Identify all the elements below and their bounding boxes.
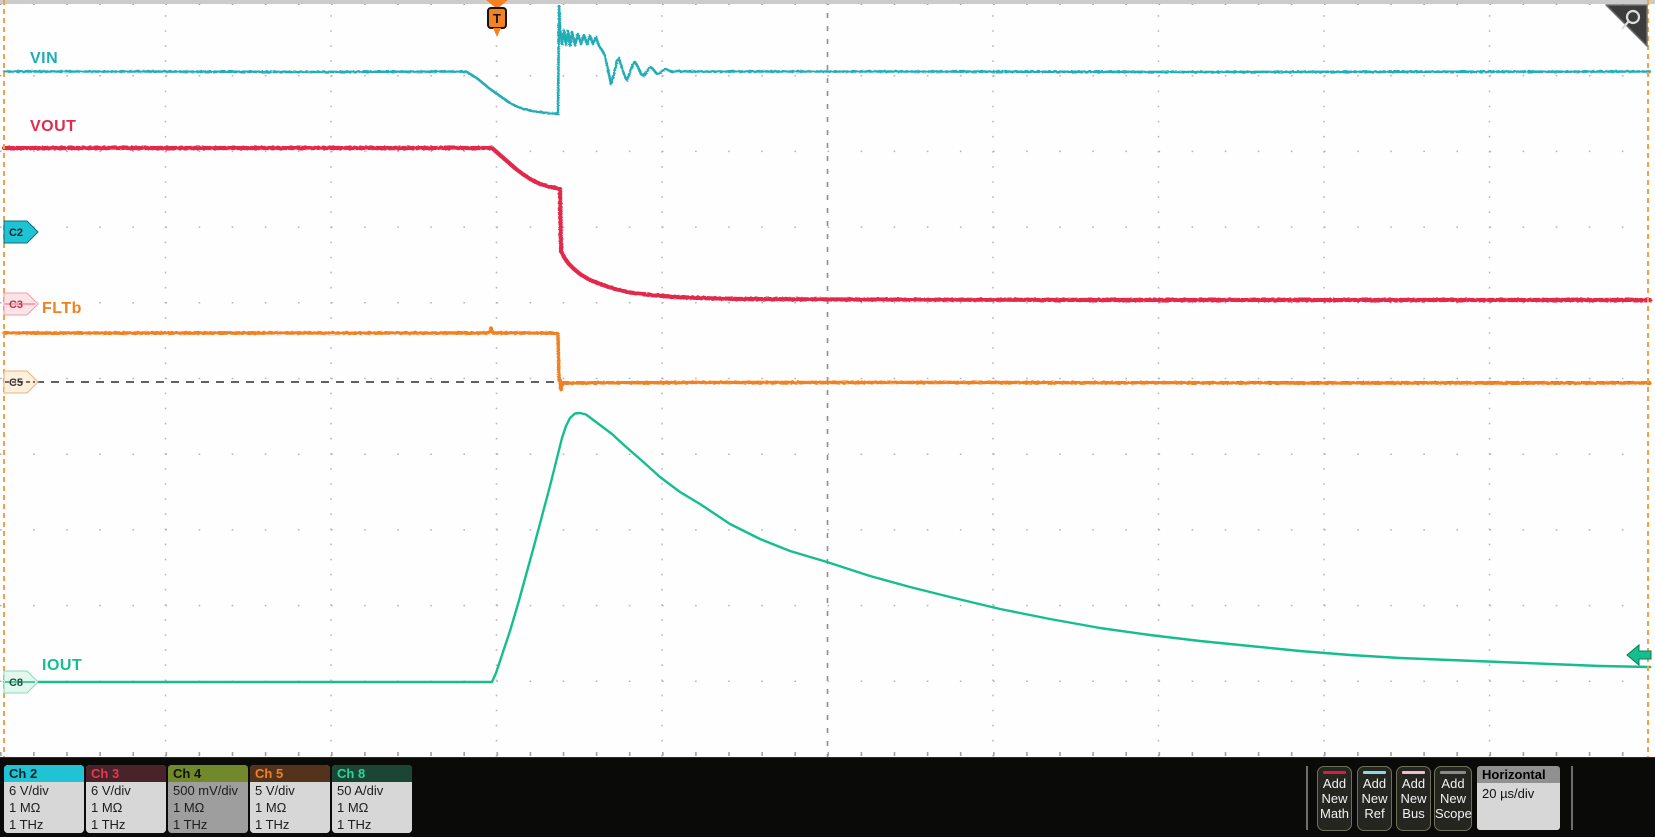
channel-bandwidth: 1 THz (4, 816, 84, 833)
channel-impedance: 1 MΩ (4, 799, 84, 816)
waveform-canvas (0, 0, 1655, 757)
horizontal-title: Horizontal (1477, 766, 1560, 783)
magnifier-icon (1621, 9, 1641, 30)
channel-scale: 6 V/div (86, 782, 166, 799)
channel-scale: 500 mV/div (168, 782, 248, 799)
horizontal-settings-badge[interactable]: Horizontal 20 µs/div (1477, 766, 1560, 830)
svg-text:C8: C8 (9, 677, 23, 689)
channel-ref-handle-c2[interactable]: C2 (3, 220, 40, 244)
channel-badge-title: Ch 2 (4, 765, 84, 782)
add-new-ref-button[interactable]: Add New Ref (1357, 766, 1392, 831)
scope-accent-line (1440, 771, 1466, 774)
add-new-bus-button[interactable]: Add New Bus (1396, 766, 1431, 831)
channel-impedance: 1 MΩ (168, 799, 248, 816)
channel-ref-handle-c3[interactable]: C3 (3, 292, 40, 316)
fltb-trace-label: FLTb (42, 300, 82, 317)
channel-badge-ch5[interactable]: Ch 5 5 V/div 1 MΩ 1 THz (250, 765, 330, 833)
graticule-grid (0, 0, 1655, 757)
waveform-view: VIN VOUT FLTb IOUT C2 C3 C5 C8 (0, 0, 1655, 757)
bus-accent-line (1402, 771, 1425, 774)
svg-text:T: T (493, 11, 501, 26)
channel-impedance: 1 MΩ (332, 799, 412, 816)
channel-badge-title: Ch 8 (332, 765, 412, 782)
view-right-edge-marker (1647, 0, 1649, 757)
graticule-top-border (0, 0, 1655, 4)
horizontal-scale: 20 µs/div (1477, 783, 1560, 830)
channel-bandwidth: 1 THz (332, 816, 412, 833)
channel-scale: 6 V/div (4, 782, 84, 799)
channel-badge-ch2[interactable]: Ch 2 6 V/div 1 MΩ 1 THz (4, 765, 84, 833)
channel-badge-ch8[interactable]: Ch 8 50 A/div 1 MΩ 1 THz (332, 765, 412, 833)
channel-impedance: 1 MΩ (86, 799, 166, 816)
fltb-trace (2, 326, 1652, 392)
channel-badge-title: Ch 4 (168, 765, 248, 782)
channel-badge-ch3[interactable]: Ch 3 6 V/div 1 MΩ 1 THz (86, 765, 166, 833)
svg-text:C5: C5 (9, 377, 23, 389)
channel-bandwidth: 1 THz (168, 816, 248, 833)
ref-accent-line (1363, 771, 1386, 774)
svg-text:C2: C2 (9, 227, 23, 239)
channel-scale: 5 V/div (250, 782, 330, 799)
bar-separator (1571, 766, 1573, 830)
c8-level-arrow-icon[interactable] (1625, 642, 1653, 668)
vout-trace-label: VOUT (30, 118, 77, 135)
vout-trace (1, 145, 1653, 303)
trigger-position-marker[interactable]: T (484, 0, 510, 40)
math-accent-line (1323, 771, 1346, 774)
add-new-math-button[interactable]: Add New Math (1317, 766, 1352, 831)
channel-ref-handle-c5[interactable]: C5 (3, 370, 40, 394)
channel-badge-title: Ch 3 (86, 765, 166, 782)
vin-trace (2, 4, 1652, 116)
channel-bandwidth: 1 THz (86, 816, 166, 833)
iout-trace-label: IOUT (42, 657, 83, 674)
channel-impedance: 1 MΩ (250, 799, 330, 816)
zoom-corner-button[interactable] (1602, 2, 1650, 50)
vin-trace-label: VIN (30, 50, 59, 67)
add-new-scope-button[interactable]: Add New Scope (1434, 766, 1472, 831)
channel-ref-handle-c8[interactable]: C8 (3, 670, 40, 694)
trace-layer (1, 4, 1653, 684)
bar-separator (1306, 766, 1308, 830)
channel-badge-ch4[interactable]: Ch 4 500 mV/div 1 MΩ 1 THz (168, 765, 248, 833)
settings-bar: Ch 2 6 V/div 1 MΩ 1 THz Ch 3 6 V/div 1 M… (0, 757, 1655, 837)
channel-badge-row: Ch 2 6 V/div 1 MΩ 1 THz Ch 3 6 V/div 1 M… (4, 765, 412, 833)
channel-badge-title: Ch 5 (250, 765, 330, 782)
svg-text:C3: C3 (9, 299, 23, 311)
channel-bandwidth: 1 THz (250, 816, 330, 833)
iout-trace (2, 411, 1652, 684)
channel-scale: 50 A/div (332, 782, 412, 799)
